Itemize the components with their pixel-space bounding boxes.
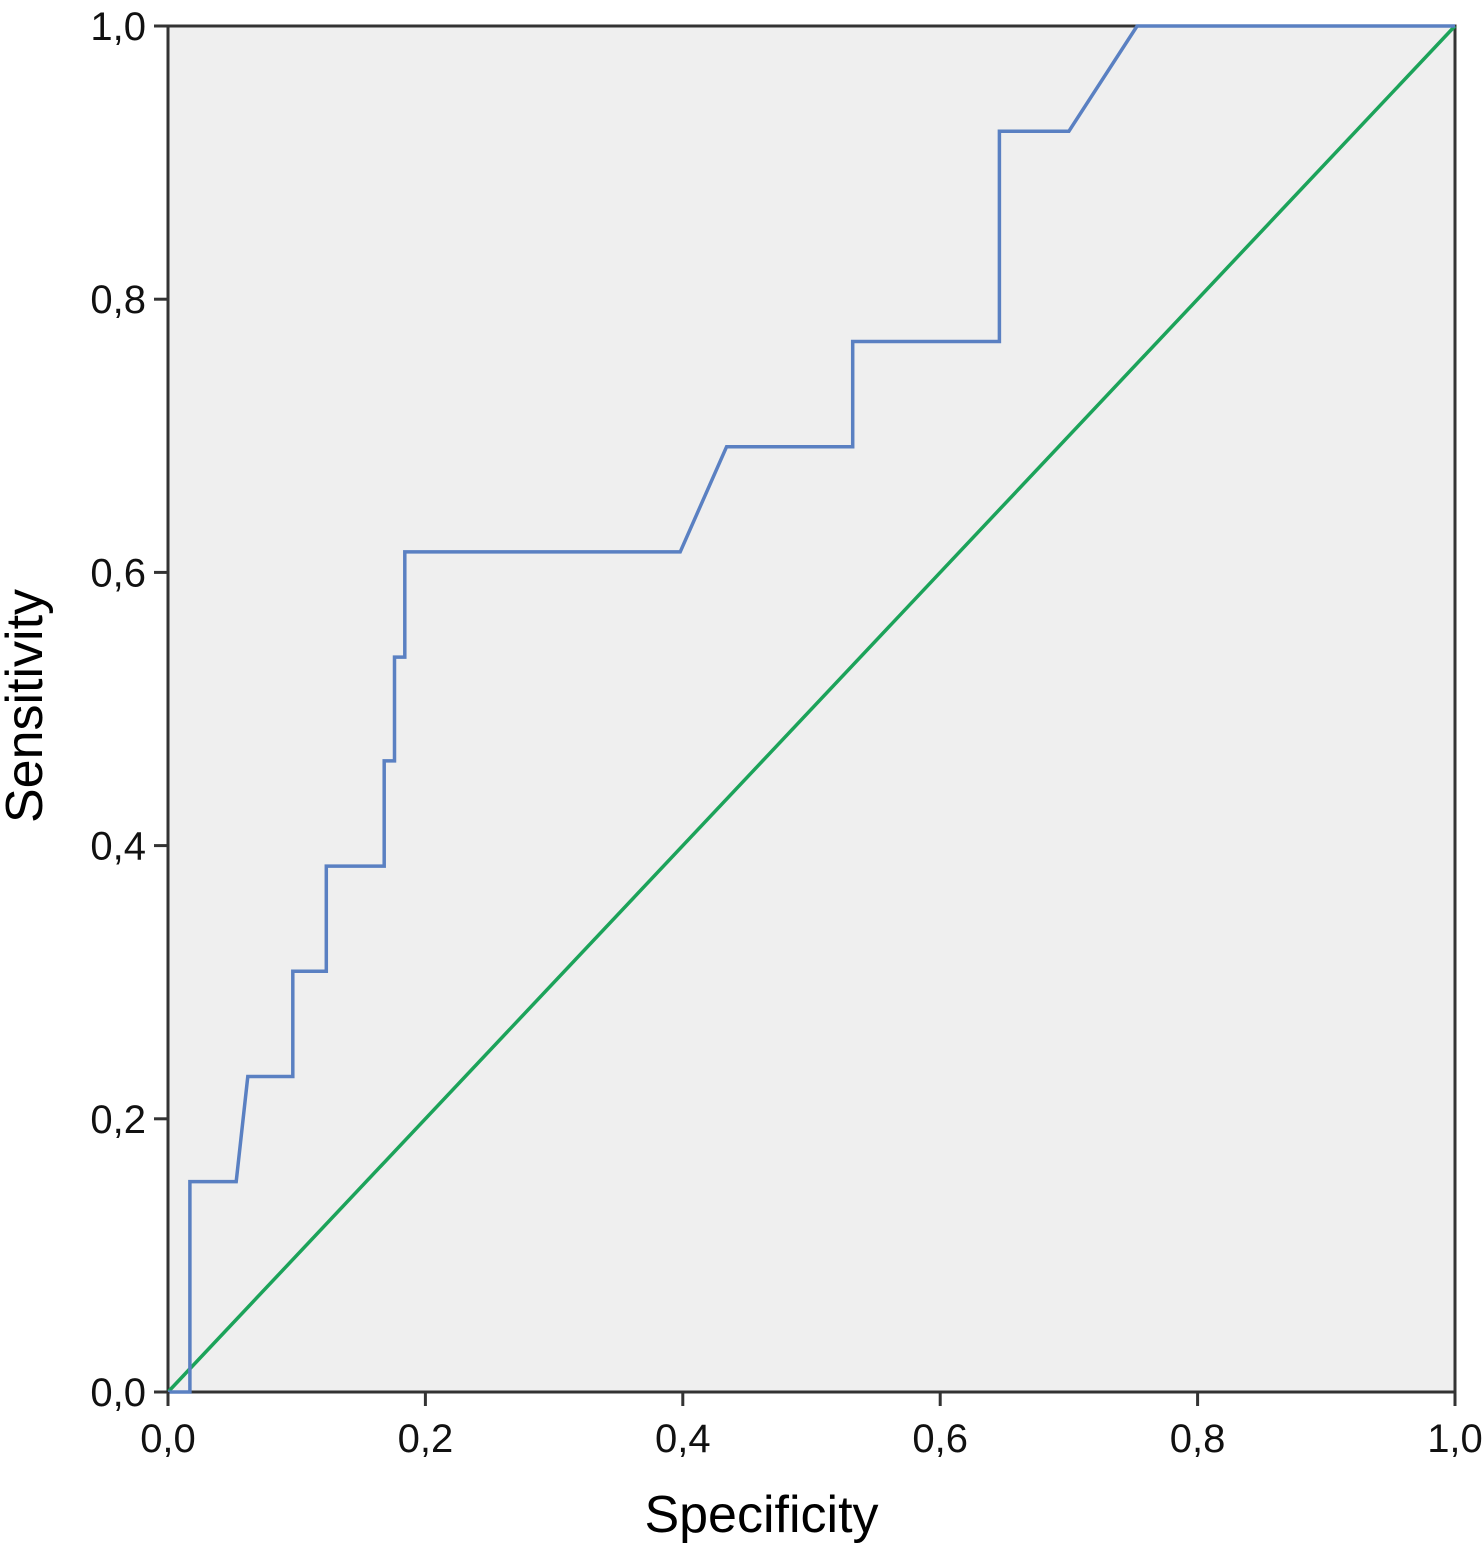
x-tick-label: 1,0 [1427,1417,1483,1461]
y-tick-label: 0,6 [90,551,146,595]
y-tick-label: 0,4 [90,825,146,869]
y-tick-label: 0,8 [90,278,146,322]
x-tick-label: 0,6 [912,1417,968,1461]
x-tick-label: 0,0 [140,1417,196,1461]
roc-curve-line [168,24,1455,1394]
x-tick-label: 0,4 [655,1417,711,1461]
y-axis-title: Sensitivity [0,589,54,823]
y-tick-label: 1,0 [90,5,146,49]
x-axis: 0,0 0,2 0,4 0,6 0,8 1,0 [140,1392,1483,1461]
y-axis: 0,0 0,2 0,4 0,6 0,8 1,0 [90,5,168,1415]
reference-diagonal-line [166,24,1457,1394]
x-tick-label: 0,2 [398,1417,454,1461]
y-tick-label: 0,0 [90,1371,146,1415]
series-layer [166,24,1457,1394]
y-tick-label: 0,2 [90,1098,146,1142]
x-tick-label: 0,8 [1170,1417,1226,1461]
x-axis-title: Specificity [644,1486,878,1544]
